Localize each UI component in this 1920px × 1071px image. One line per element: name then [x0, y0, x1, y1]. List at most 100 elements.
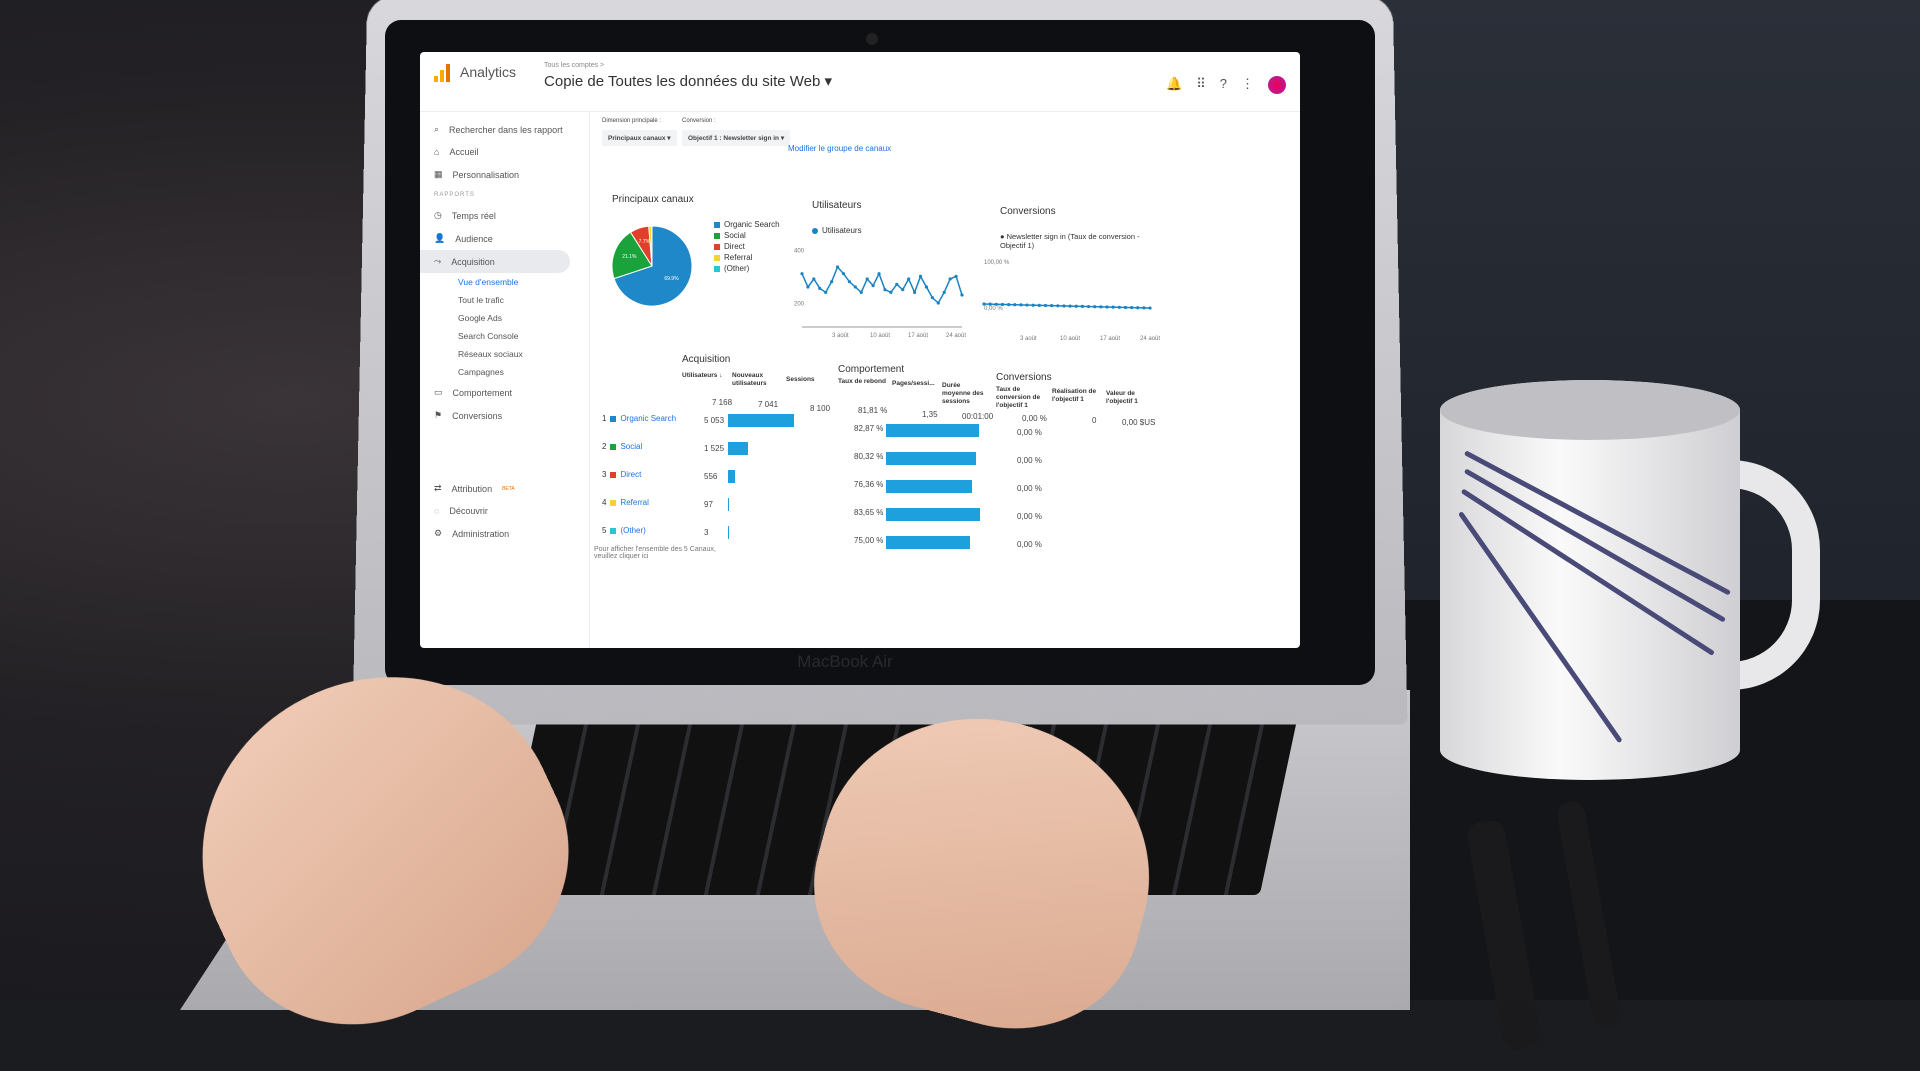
sidebar-item[interactable]: 👤Audience — [420, 227, 589, 250]
data-point[interactable] — [919, 275, 922, 278]
sidebar-subitem[interactable]: Search Console — [420, 327, 589, 345]
data-point[interactable] — [1142, 306, 1145, 309]
sidebar-item[interactable]: ◷Temps réel — [420, 204, 589, 227]
column-header[interactable]: Nouveaux utilisateurs — [732, 372, 780, 388]
data-point[interactable] — [877, 272, 880, 275]
sidebar-subitem[interactable]: Vue d'ensemble — [420, 273, 589, 291]
column-header[interactable]: Taux de rebond — [838, 378, 886, 386]
data-point[interactable] — [1099, 305, 1102, 308]
data-point[interactable] — [907, 277, 910, 280]
channel-link[interactable]: Organic Search — [620, 414, 676, 423]
data-point[interactable] — [1032, 304, 1035, 307]
sidebar-subitem[interactable]: Campagnes — [420, 363, 589, 381]
data-point[interactable] — [854, 285, 857, 288]
property-selector[interactable]: Copie de Toutes les données du site Web … — [544, 72, 832, 90]
data-point[interactable] — [1019, 303, 1022, 306]
data-point[interactable] — [866, 277, 869, 280]
data-point[interactable] — [872, 284, 875, 287]
data-point[interactable] — [836, 265, 839, 268]
data-point[interactable] — [1136, 306, 1139, 309]
more-vert-icon[interactable]: ⋮ — [1241, 76, 1254, 94]
sidebar-subitem[interactable]: Tout le trafic — [420, 291, 589, 309]
sidebar-item[interactable]: ⤳Acquisition — [420, 250, 570, 273]
data-point[interactable] — [1148, 306, 1151, 309]
data-point[interactable] — [1044, 304, 1047, 307]
data-point[interactable] — [1069, 305, 1072, 308]
data-point[interactable] — [1001, 303, 1004, 306]
data-point[interactable] — [1013, 303, 1016, 306]
modify-channel-group-link[interactable]: Modifier le groupe de canaux — [788, 144, 891, 153]
data-point[interactable] — [883, 288, 886, 291]
channel-link[interactable]: (Other) — [620, 526, 645, 535]
data-point[interactable] — [954, 275, 957, 278]
data-point[interactable] — [913, 291, 916, 294]
data-point[interactable] — [1124, 306, 1127, 309]
data-point[interactable] — [1081, 305, 1084, 308]
sidebar-subitem[interactable]: Réseaux sociaux — [420, 345, 589, 363]
sidebar-item[interactable]: ▦Personnalisation — [420, 163, 589, 186]
column-header[interactable]: Utilisateurs ↓ — [682, 372, 730, 380]
conversion-dropdown[interactable]: Objectif 1 : Newsletter sign in ▾ — [682, 130, 790, 146]
data-point[interactable] — [925, 285, 928, 288]
channel-link[interactable]: Direct — [620, 470, 641, 479]
data-point[interactable] — [937, 301, 940, 304]
data-point[interactable] — [830, 280, 833, 283]
data-point[interactable] — [800, 272, 803, 275]
bell-icon[interactable]: 🔔 — [1166, 76, 1182, 94]
column-header[interactable]: Valeur de l'objectif 1 — [1106, 390, 1154, 406]
data-point[interactable] — [901, 288, 904, 291]
data-point[interactable] — [982, 302, 985, 305]
sidebar-item[interactable]: ⚑Conversions — [420, 404, 589, 427]
data-point[interactable] — [842, 272, 845, 275]
sidebar-subitem[interactable]: Google Ads — [420, 309, 589, 327]
help-icon[interactable]: ? — [1220, 76, 1227, 94]
sidebar-item[interactable]: ⚙Administration — [420, 522, 589, 545]
sidebar-item[interactable]: ▭Comportement — [420, 381, 589, 404]
data-point[interactable] — [1105, 305, 1108, 308]
channel-link[interactable]: Social — [620, 442, 642, 451]
data-point[interactable] — [824, 291, 827, 294]
data-point[interactable] — [889, 291, 892, 294]
apps-grid-icon[interactable]: ⠿ — [1196, 76, 1206, 94]
data-point[interactable] — [1056, 304, 1059, 307]
column-header[interactable]: Pages/sessi... — [892, 380, 940, 388]
column-header[interactable]: Durée moyenne des sessions — [942, 382, 990, 405]
data-point[interactable] — [806, 285, 809, 288]
data-point[interactable] — [989, 303, 992, 306]
search-input[interactable]: Rechercher dans les rapport — [449, 125, 563, 135]
data-point[interactable] — [1130, 306, 1133, 309]
data-point[interactable] — [949, 277, 952, 280]
sidebar-item[interactable]: ⌂Accueil — [420, 141, 589, 163]
data-point[interactable] — [960, 293, 963, 296]
data-point[interactable] — [931, 296, 934, 299]
data-point[interactable] — [1112, 306, 1115, 309]
data-point[interactable] — [1050, 304, 1053, 307]
sidebar-item[interactable]: ◌Découvrir — [420, 500, 589, 522]
data-point[interactable] — [818, 287, 821, 290]
data-point[interactable] — [848, 280, 851, 283]
data-point[interactable] — [1118, 306, 1121, 309]
data-point[interactable] — [812, 277, 815, 280]
data-point[interactable] — [860, 291, 863, 294]
data-point[interactable] — [995, 303, 998, 306]
dimension-dropdown[interactable]: Principaux canaux ▾ — [602, 130, 677, 146]
data-point[interactable] — [895, 283, 898, 286]
column-header[interactable]: Taux de conversion de l'objectif 1 — [996, 386, 1044, 409]
data-point[interactable] — [943, 291, 946, 294]
data-point[interactable] — [1007, 303, 1010, 306]
table-row-channel[interactable]: 5(Other) — [602, 526, 646, 535]
data-point[interactable] — [1087, 305, 1090, 308]
column-header[interactable]: Sessions — [786, 376, 834, 384]
search-reports[interactable]: ⌕Rechercher dans les rapport — [420, 118, 589, 141]
data-point[interactable] — [1093, 305, 1096, 308]
data-point[interactable] — [1062, 304, 1065, 307]
data-point[interactable] — [1038, 304, 1041, 307]
breadcrumb[interactable]: Tous les comptes > — [544, 62, 832, 69]
show-all-link[interactable]: Pour afficher l'ensemble des 5 Canaux, v… — [594, 546, 734, 560]
data-point[interactable] — [1075, 305, 1078, 308]
